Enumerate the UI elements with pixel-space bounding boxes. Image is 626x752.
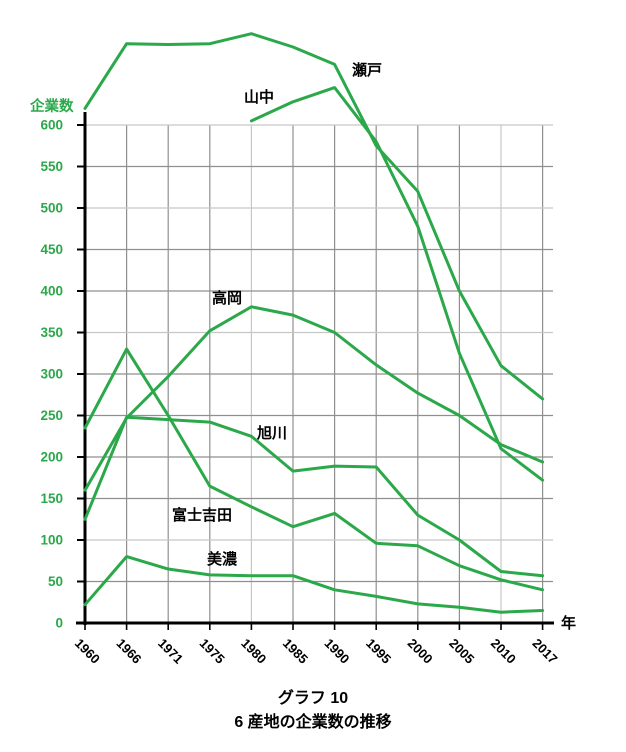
x-tick-label: 2017 bbox=[529, 636, 560, 667]
y-tick-label: 250 bbox=[40, 408, 63, 423]
x-tick-label: 1975 bbox=[197, 636, 228, 667]
series-label-seto: 瀬戸 bbox=[352, 61, 382, 79]
chart-title: グラフ 10 bbox=[277, 690, 349, 707]
series-line-mino bbox=[83, 555, 545, 614]
series-label-asahikawa: 旭川 bbox=[256, 424, 287, 442]
x-tick-label: 1966 bbox=[113, 636, 144, 667]
x-tick-label: 2005 bbox=[446, 636, 477, 667]
series-line-fujiyoshida bbox=[83, 347, 545, 592]
series-label-fujiyoshida: 富士吉田 bbox=[172, 506, 232, 524]
x-tick-label: 1990 bbox=[321, 636, 352, 667]
chart-subtitle: 6 産地の企業数の推移 bbox=[234, 714, 392, 731]
series-line-asahikawa bbox=[83, 415, 545, 578]
y-tick-label: 150 bbox=[40, 491, 63, 506]
x-tick-label: 2010 bbox=[488, 636, 519, 667]
x-tick-label: 1971 bbox=[155, 636, 186, 667]
y-tick-label: 300 bbox=[40, 367, 63, 382]
y-tick-label: 450 bbox=[40, 242, 63, 257]
series-line-takaoka bbox=[83, 305, 545, 492]
y-tick-label: 550 bbox=[40, 159, 63, 174]
y-tick-label: 400 bbox=[40, 284, 63, 299]
y-tick-label: 500 bbox=[40, 201, 63, 216]
series-label-mino: 美濃 bbox=[207, 550, 238, 568]
series-label-yamanaka: 山中 bbox=[244, 88, 274, 106]
x-tick-label: 1980 bbox=[238, 636, 269, 667]
y-tick-label: 50 bbox=[48, 574, 63, 589]
y-tick-label: 600 bbox=[40, 118, 63, 133]
series-line-yamanaka bbox=[249, 86, 545, 482]
y-tick-label: 200 bbox=[40, 450, 63, 465]
x-tick-label: 2000 bbox=[405, 636, 436, 667]
y-tick-label: 100 bbox=[40, 533, 63, 548]
series-label-takaoka: 高岡 bbox=[212, 289, 242, 307]
x-axis-title: 年 bbox=[561, 614, 576, 632]
y-axis-title: 企業数 bbox=[29, 97, 74, 115]
x-tick-label: 1960 bbox=[72, 636, 103, 667]
x-tick-label: 1985 bbox=[280, 636, 311, 667]
series-line-seto bbox=[83, 32, 545, 401]
y-tick-label: 0 bbox=[55, 616, 63, 631]
x-tick-label: 1995 bbox=[363, 636, 394, 667]
y-tick-label: 350 bbox=[40, 325, 63, 340]
